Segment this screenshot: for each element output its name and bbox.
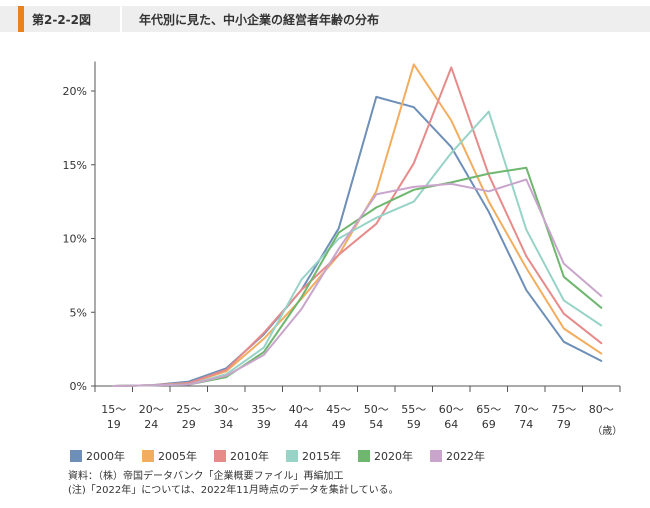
legend-swatch	[70, 450, 82, 462]
legend-swatch	[430, 450, 442, 462]
series-line	[112, 66, 603, 387]
legend-label: 2010年	[230, 449, 269, 463]
y-tick-label: 10%	[63, 233, 87, 246]
legend-swatch	[358, 450, 370, 462]
legend-label: 2022年	[446, 449, 485, 463]
x-tick-label: 45～	[326, 403, 351, 416]
figure-title: 年代別に見た、中小企業の経営者年齢の分布	[139, 13, 380, 27]
legend-label: 2015年	[302, 449, 341, 463]
series-line	[112, 63, 603, 387]
x-tick-label: 35～	[251, 403, 276, 416]
source-notes: 資料：（株）帝国データバンク「企業概要ファイル」再編加工 (注)「2022年」に…	[68, 470, 399, 498]
x-tick-label: 29	[182, 418, 196, 431]
y-tick-label: 0%	[70, 380, 87, 393]
x-tick-label: 24	[144, 418, 158, 431]
series-line	[112, 95, 603, 387]
header-accent	[18, 6, 24, 32]
figure-number: 第2-2-2図	[32, 13, 92, 27]
x-tick-label: 65～	[476, 403, 501, 416]
legend-swatch	[142, 450, 154, 462]
x-tick-label: 59	[407, 418, 421, 431]
x-tick-label: 25～	[176, 403, 201, 416]
x-axis-unit: （歳）	[592, 425, 622, 437]
x-tick-label: 44	[294, 418, 308, 431]
line-chart: 0% 5% 10% 15% 20% 15～ 19 20～ 24 25～ 29 30～ 34 35～ 39 40…	[63, 61, 622, 463]
x-tick-label: 69	[482, 418, 496, 431]
note-text: (注)「2022年」については、2022年11月時点のデータを集計している。	[68, 485, 399, 496]
series-line	[112, 110, 603, 387]
series-line	[112, 166, 603, 387]
x-tick-label: 60～	[439, 403, 464, 416]
header-bar	[0, 6, 650, 32]
x-tick-label: 30～	[214, 403, 239, 416]
y-tick-label: 20%	[63, 85, 87, 98]
x-tick-label: 20～	[139, 403, 164, 416]
series-line	[112, 178, 603, 387]
x-tick-label: 54	[369, 418, 383, 431]
x-tick-label: 75～	[551, 403, 576, 416]
x-tick-label: 40～	[289, 403, 314, 416]
legend-label: 2000年	[86, 449, 125, 463]
x-tick-label: 70～	[514, 403, 539, 416]
x-tick-label: 15～	[101, 403, 126, 416]
legend-label: 2005年	[158, 449, 197, 463]
x-tick-label: 49	[332, 418, 346, 431]
x-tick-label: 74	[519, 418, 533, 431]
x-tick-label: 55～	[401, 403, 426, 416]
x-tick-label: 34	[219, 418, 233, 431]
y-tick-label: 5%	[70, 306, 87, 319]
legend-swatch	[286, 450, 298, 462]
x-tick-label: 39	[257, 418, 271, 431]
x-tick-label: 50～	[364, 403, 389, 416]
source-text: 資料：（株）帝国データバンク「企業概要ファイル」再編加工	[68, 471, 344, 482]
y-tick-label: 15%	[63, 159, 87, 172]
figure-header: 第2-2-2図 年代別に見た、中小企業の経営者年齢の分布	[0, 0, 650, 34]
x-tick-label: 79	[557, 418, 571, 431]
x-tick-label: 64	[444, 418, 458, 431]
x-tick-label: 19	[107, 418, 121, 431]
legend-label: 2020年	[374, 449, 413, 463]
legend-swatch	[214, 450, 226, 462]
header-separator	[120, 6, 122, 32]
x-tick-label: 80～	[589, 403, 614, 416]
